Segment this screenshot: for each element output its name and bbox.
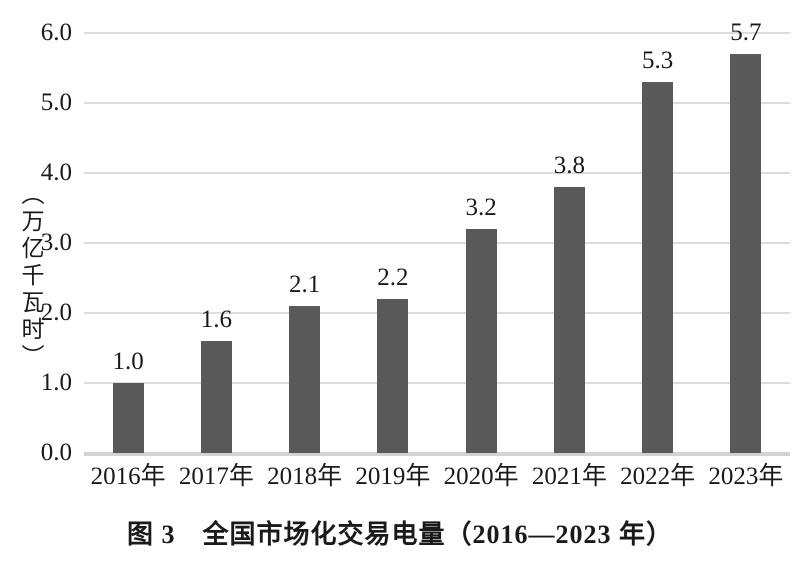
y-axis-title: （万亿千瓦时） (18, 181, 43, 371)
bar-2021 (553, 187, 585, 453)
x-tick-label: 2016年 (90, 463, 166, 490)
x-tick-label: 2023年 (708, 463, 784, 490)
bar-value-label: 5.7 (730, 19, 762, 46)
y-tick-label: 6.0 (40, 19, 72, 46)
x-tick-label: 2017年 (178, 463, 254, 490)
x-tick-label: 2018年 (267, 463, 343, 490)
y-tick-label: 2.0 (40, 299, 72, 326)
bar-2019 (377, 299, 409, 453)
bar-2022 (642, 82, 674, 453)
y-tick-label: 3.0 (40, 229, 72, 256)
y-tick-label: 0.0 (40, 439, 72, 466)
x-tick-label: 2019年 (355, 463, 431, 490)
bar-value-label: 3.2 (465, 194, 497, 221)
gridline (84, 312, 790, 314)
bar-2023 (730, 54, 762, 453)
y-tick-label: 5.0 (40, 89, 72, 116)
gridline (84, 172, 790, 174)
bar-2017 (200, 341, 232, 453)
y-tick-labels: 0.0 1.0 2.0 3.0 4.0 5.0 6.0 (0, 0, 72, 570)
bar-2020 (465, 229, 497, 453)
x-tick-label: 2022年 (620, 463, 696, 490)
bar-2016 (112, 383, 144, 453)
x-tick-label: 2021年 (531, 463, 607, 490)
gridline (84, 32, 790, 34)
plot-area: 1.0 1.6 2.1 2.2 3.2 3.8 5.3 5.7 (84, 19, 790, 456)
bar-value-label: 3.8 (553, 152, 585, 179)
bar-value-label: 5.3 (642, 47, 674, 74)
bar-value-label: 1.0 (112, 348, 144, 375)
chart-caption: 图 3 全国市场化交易电量（2016—2023 年） (126, 520, 673, 549)
x-tick-label: 2020年 (443, 463, 519, 490)
y-tick-label: 1.0 (40, 369, 72, 396)
gridline (84, 242, 790, 244)
gridline (84, 102, 790, 104)
bar-2018 (289, 306, 321, 453)
x-axis-line (84, 452, 790, 456)
bar-value-label: 2.1 (289, 271, 321, 298)
bar-value-label: 1.6 (200, 306, 232, 333)
y-tick-label: 4.0 (40, 159, 72, 186)
bar-value-label: 2.2 (377, 264, 409, 291)
gridline (84, 382, 790, 384)
